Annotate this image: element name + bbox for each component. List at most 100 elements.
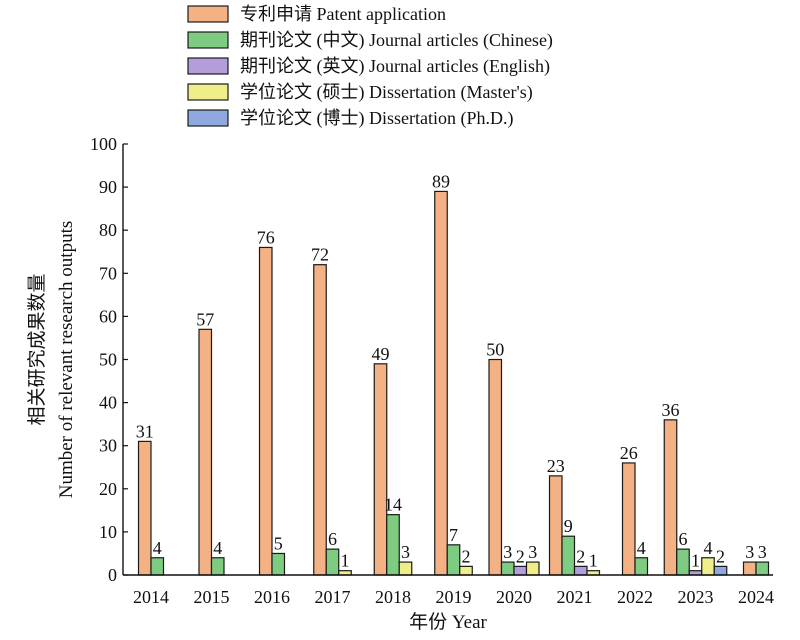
data-label-2016-series-0: 76 xyxy=(257,227,275,247)
data-label-2019-series-3: 2 xyxy=(462,546,471,566)
bar-2015-series-1 xyxy=(210,557,225,576)
bar-2020-series-0 xyxy=(488,358,503,576)
y-tick-label: 90 xyxy=(99,177,117,197)
data-label-2014-series-1: 4 xyxy=(153,538,162,558)
data-label-2022-series-1: 4 xyxy=(637,538,646,558)
bar-2019-series-1 xyxy=(446,544,461,576)
data-label-2024-series-1: 3 xyxy=(758,542,767,562)
data-label-2017-series-0: 72 xyxy=(311,245,329,265)
legend: 专利申请 Patent application 期刊论文 (中文) Journal… xyxy=(187,4,553,129)
data-label-2018-series-0: 49 xyxy=(372,344,390,364)
legend-swatch-0 xyxy=(187,5,229,23)
bar-2018-series-1 xyxy=(386,514,400,576)
bar-2015-series-0 xyxy=(198,328,213,576)
bar-2018-series-0 xyxy=(373,363,388,576)
legend-label-0: 专利申请 Patent application xyxy=(240,4,446,24)
y-axis-title-line-2: Number of relevant research outputs xyxy=(56,221,77,499)
bar-2024-series-0 xyxy=(742,561,757,576)
data-label-2023-series-0: 36 xyxy=(662,400,680,420)
y-tick-label: 20 xyxy=(99,479,117,499)
data-label-2023-series-2: 1 xyxy=(691,551,700,571)
bar-2017-series-1 xyxy=(325,548,340,576)
y-tick-label: 100 xyxy=(90,134,117,154)
data-label-2015-series-0: 57 xyxy=(196,309,214,329)
bar-2021-series-2 xyxy=(573,565,588,576)
data-label-2020-series-1: 3 xyxy=(503,542,512,562)
data-label-2021-series-2: 2 xyxy=(576,546,585,566)
data-label-2021-series-0: 23 xyxy=(547,456,565,476)
x-tick-label: 2017 xyxy=(315,587,351,607)
y-tick-label: 70 xyxy=(99,263,117,283)
bar-2022-series-0 xyxy=(621,462,636,576)
data-label-2019-series-0: 89 xyxy=(432,171,450,191)
y-ticks: 0 10 20 30 40 50 60 70 80 90 100 xyxy=(90,134,128,585)
data-label-2023-series-4: 2 xyxy=(716,546,725,566)
y-tick-label: 30 xyxy=(99,436,117,456)
legend-label-3: 学位论文 (硕士) Dissertation (Master's) xyxy=(240,82,533,103)
bar-2017-series-0 xyxy=(313,264,327,576)
data-label-2023-series-3: 4 xyxy=(704,538,713,558)
data-label-2017-series-1: 6 xyxy=(328,529,337,549)
data-label-2015-series-1: 4 xyxy=(213,538,222,558)
x-tick-label: 2014 xyxy=(133,587,169,607)
bar-2024-series-1 xyxy=(755,561,770,576)
y-tick-label: 60 xyxy=(99,306,117,326)
x-tick-label: 2021 xyxy=(557,587,593,607)
legend-swatch-3 xyxy=(187,83,229,101)
x-tick-label: 2023 xyxy=(678,587,714,607)
data-label-2018-series-3: 3 xyxy=(401,542,410,562)
y-tick-label: 0 xyxy=(108,565,117,585)
y-tick-label: 40 xyxy=(99,393,117,413)
data-label-2022-series-0: 26 xyxy=(620,443,638,463)
data-label-2020-series-0: 50 xyxy=(486,340,504,360)
legend-label-2: 期刊论文 (英文) Journal articles (English) xyxy=(240,56,550,77)
bar-2023-series-1 xyxy=(676,548,690,576)
bar-2016-series-0 xyxy=(258,246,273,576)
bar-2014-series-0 xyxy=(137,440,152,576)
legend-label-1: 期刊论文 (中文) Journal articles (Chinese) xyxy=(240,30,553,51)
data-label-2014-series-0: 31 xyxy=(136,421,154,441)
bar-2014-series-1 xyxy=(150,557,165,576)
bar-2019-series-0 xyxy=(434,190,448,576)
x-tick-label: 2020 xyxy=(496,587,532,607)
data-label-2020-series-3: 3 xyxy=(528,542,537,562)
legend-swatch-2 xyxy=(187,57,229,75)
data-label-2016-series-1: 5 xyxy=(274,533,283,553)
bar-2020-series-1 xyxy=(500,561,515,576)
y-axis-title-line-1: 相关研究成果数量 xyxy=(26,273,48,425)
x-tick-label: 2018 xyxy=(375,587,411,607)
legend-swatch-1 xyxy=(187,31,229,49)
x-tick-label: 2022 xyxy=(617,587,653,607)
bars xyxy=(137,190,770,576)
x-tick-label: 2024 xyxy=(738,587,774,607)
data-label-2018-series-1: 14 xyxy=(384,495,402,515)
data-label-2021-series-1: 9 xyxy=(564,516,573,536)
data-label-2019-series-1: 7 xyxy=(449,525,458,545)
x-axis-title: 年份 Year xyxy=(409,611,487,633)
x-ticks: 2014 2015 2016 2017 2018 2019 2020 2021 2022 2023… xyxy=(133,587,774,607)
legend-label-4: 学位论文 (博士) Dissertation (Ph.D.) xyxy=(240,108,513,129)
bar-2020-series-3 xyxy=(525,561,540,576)
legend-swatch-4 xyxy=(187,109,229,127)
x-tick-label: 2019 xyxy=(436,587,472,607)
bar-2019-series-3 xyxy=(459,565,473,576)
y-tick-label: 10 xyxy=(99,522,117,542)
bar-2023-series-0 xyxy=(663,419,678,576)
bar-2021-series-1 xyxy=(561,535,576,576)
data-label-2023-series-1: 6 xyxy=(679,529,688,549)
bar-2023-series-4 xyxy=(713,565,728,576)
bar-2020-series-2 xyxy=(513,565,528,576)
bar-2023-series-3 xyxy=(701,557,715,576)
data-label-2024-series-0: 3 xyxy=(745,542,754,562)
y-tick-label: 50 xyxy=(99,350,117,370)
x-tick-label: 2015 xyxy=(194,587,230,607)
bar-2022-series-1 xyxy=(634,557,649,576)
y-tick-label: 80 xyxy=(99,220,117,240)
x-tick-label: 2016 xyxy=(254,587,290,607)
data-label-2020-series-2: 2 xyxy=(516,546,525,566)
bar-2021-series-0 xyxy=(548,475,563,576)
data-label-2021-series-3: 1 xyxy=(589,551,598,571)
bar-2016-series-1 xyxy=(271,552,286,576)
